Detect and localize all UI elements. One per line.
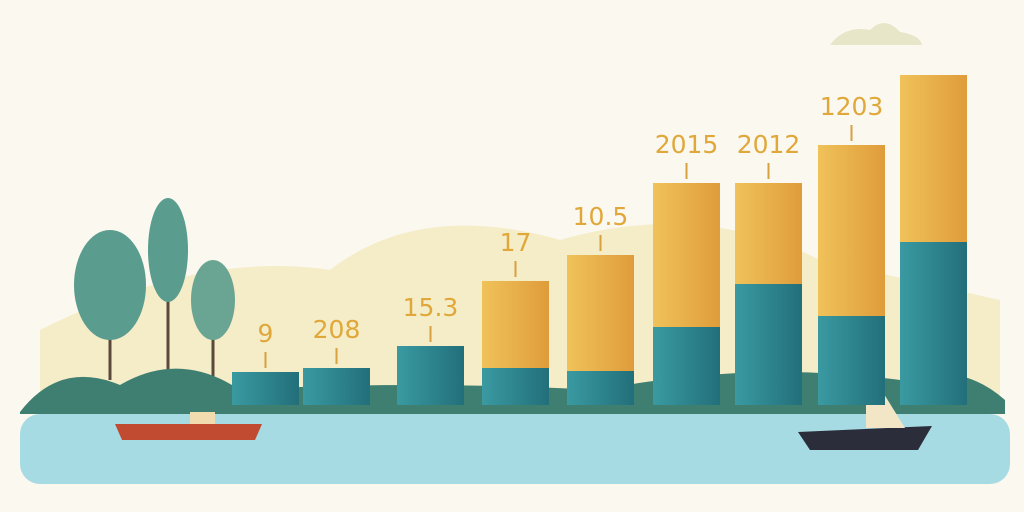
- bar-segment: [397, 346, 464, 405]
- bar-segment: [303, 368, 370, 405]
- bar-segment: [482, 281, 549, 368]
- data-label: 208: [313, 315, 361, 344]
- bar-segment: [653, 183, 720, 327]
- bar-segment: [900, 75, 967, 242]
- cloud: [830, 22, 922, 45]
- data-label: 9: [258, 319, 274, 348]
- sailboat: [798, 426, 932, 450]
- bar-segment: [653, 327, 720, 405]
- boat: [115, 424, 262, 440]
- data-label: 10.5: [573, 202, 629, 231]
- boat-cabin: [190, 412, 215, 424]
- bar-segment: [900, 242, 967, 405]
- water: [20, 414, 1010, 484]
- bar-segment: [735, 183, 802, 284]
- bars: [232, 75, 967, 405]
- data-label: 1203: [820, 92, 884, 121]
- trees: [74, 198, 235, 380]
- data-label: 15.3: [403, 293, 459, 322]
- data-label: 2015: [655, 130, 719, 159]
- data-label: 2012: [737, 130, 801, 159]
- data-label: 17: [500, 228, 532, 257]
- bar-segment: [567, 371, 634, 405]
- bar-segment: [482, 368, 549, 405]
- bar-segment: [735, 284, 802, 405]
- bar-segment: [232, 372, 299, 405]
- bar-segment: [567, 255, 634, 371]
- bar-segment: [818, 145, 885, 316]
- bar-segment: [818, 316, 885, 405]
